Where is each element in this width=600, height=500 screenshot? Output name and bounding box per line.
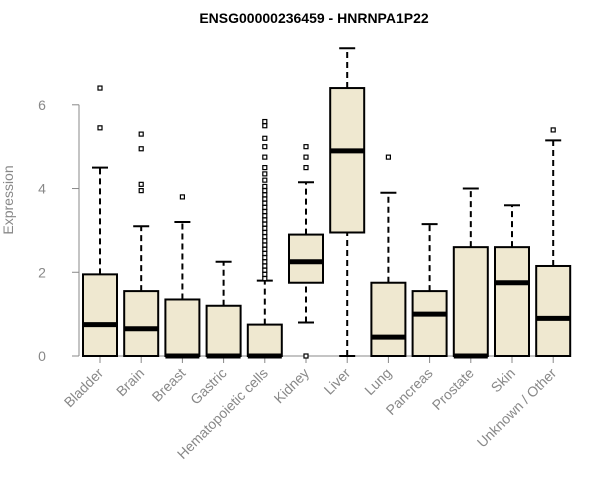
box-rect — [452, 246, 489, 357]
outlier-point — [262, 275, 268, 282]
x-category-label: Liver — [321, 365, 354, 398]
outlier-point — [303, 353, 309, 359]
box-prostate — [452, 187, 489, 359]
box-hematopoietic-cells — [246, 118, 283, 359]
box-unknown-other — [535, 127, 572, 357]
outlier-point — [262, 171, 268, 177]
outlier-point — [262, 263, 268, 269]
outlier-point — [262, 255, 268, 261]
box-breast — [164, 194, 201, 359]
outlier-point — [262, 229, 268, 236]
outlier-point — [262, 154, 268, 160]
box-rect — [164, 298, 201, 358]
box-rect — [535, 264, 572, 357]
box-pancreas — [411, 223, 448, 357]
box-rect — [205, 304, 242, 358]
y-axis-label: Expression — [0, 165, 16, 234]
outlier-point — [138, 188, 144, 194]
outlier-point — [262, 250, 268, 257]
outlier-point — [138, 146, 144, 152]
outlier-point — [179, 194, 185, 200]
outlier-point — [262, 234, 268, 240]
outlier-point — [262, 259, 268, 265]
outlier-point — [262, 213, 268, 219]
y-tick-label: 0 — [38, 348, 46, 364]
box-rect — [329, 87, 366, 234]
outlier-point — [262, 135, 268, 141]
outlier-point — [262, 267, 268, 273]
outlier-point — [262, 183, 268, 190]
outlier-point — [262, 200, 268, 206]
outlier-point — [262, 246, 268, 252]
outlier-point — [262, 118, 268, 125]
outlier-point — [138, 131, 144, 137]
y-tick-label: 4 — [38, 181, 46, 197]
outlier-point — [262, 144, 268, 150]
box-rect — [370, 281, 407, 358]
box-rect — [82, 273, 118, 357]
outlier-point — [262, 225, 268, 231]
box-liver — [329, 47, 366, 357]
box-kidney — [288, 144, 324, 359]
outlier-point — [262, 221, 268, 227]
y-tick-label: 6 — [38, 97, 46, 113]
outlier-point — [138, 181, 144, 187]
chart-title: ENSG00000236459 - HNRNPA1P22 — [199, 10, 429, 26]
box-skin — [494, 204, 530, 357]
outlier-point — [262, 177, 268, 183]
box-rect — [494, 246, 530, 357]
x-category-label: Brain — [113, 365, 147, 399]
outlier-point — [303, 144, 309, 150]
boxes-group — [82, 47, 572, 359]
x-category-label: Skin — [488, 365, 519, 396]
outlier-point — [550, 127, 556, 133]
outlier-point — [262, 204, 268, 210]
outlier-point — [262, 123, 268, 129]
box-brain — [123, 131, 160, 357]
outlier-point — [303, 154, 309, 160]
box-lung — [370, 154, 407, 358]
outlier-point — [262, 238, 268, 244]
box-rect — [246, 323, 283, 358]
x-category-label: Kidney — [271, 365, 313, 407]
box-bladder — [82, 85, 118, 357]
outlier-point — [303, 165, 309, 171]
x-category-label: Prostate — [429, 365, 477, 413]
y-axis: 0 2 4 6 — [38, 97, 80, 364]
box-rect — [288, 233, 324, 284]
outlier-point — [262, 217, 268, 223]
x-category-label: Breast — [149, 365, 189, 405]
outlier-point — [385, 154, 391, 160]
outlier-point — [262, 196, 268, 202]
outlier-point — [97, 125, 103, 131]
box-rect — [411, 290, 448, 357]
box-rect — [123, 290, 160, 357]
x-category-label: Bladder — [61, 365, 107, 411]
x-category-label: Lung — [361, 365, 394, 398]
outlier-point — [262, 188, 268, 194]
outlier-point — [262, 242, 268, 248]
outlier-point — [262, 192, 268, 198]
y-tick-label: 2 — [38, 264, 46, 280]
outlier-point — [262, 208, 268, 215]
outlier-point — [262, 271, 268, 277]
outlier-point — [97, 85, 103, 91]
outlier-point — [262, 165, 268, 171]
box-gastric — [205, 260, 242, 359]
